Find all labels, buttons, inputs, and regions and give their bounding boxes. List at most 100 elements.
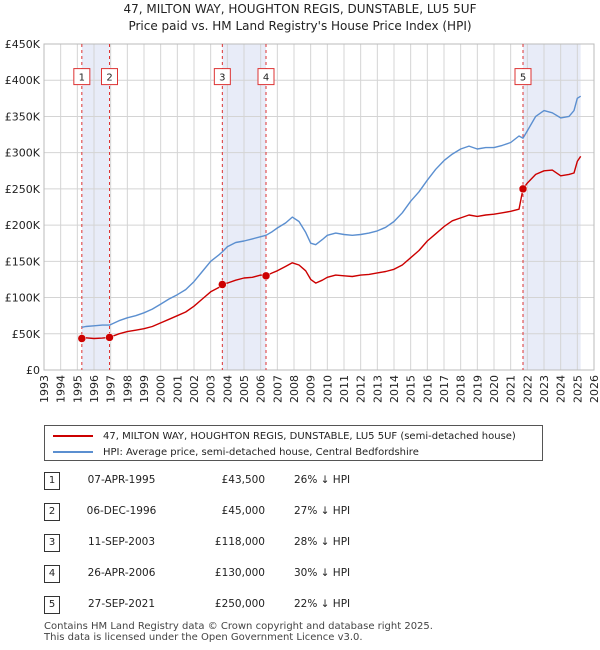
row-price: £118,000 xyxy=(214,536,265,548)
y-tick-label: £250K xyxy=(5,183,41,196)
shaded-ownership-period xyxy=(81,44,110,370)
plot-border xyxy=(43,43,595,371)
y-tick-label: £150K xyxy=(5,255,41,268)
row-number-badge: 5 xyxy=(44,596,60,614)
legend-label-property: 47, MILTON WAY, HOUGHTON REGIS, DUNSTABL… xyxy=(103,430,516,442)
table-row: 1 07-APR-1995 £43,500 26% ↓ HPI xyxy=(44,472,404,490)
chart-title: 47, MILTON WAY, HOUGHTON REGIS, DUNSTABL… xyxy=(123,2,477,16)
table-row: 2 06-DEC-1996 £45,000 27% ↓ HPI xyxy=(44,503,404,521)
row-hpi-diff: 26% ↓ HPI xyxy=(294,474,351,486)
x-tick-label: 2025 xyxy=(571,375,584,403)
y-tick-label: £50K xyxy=(12,328,41,341)
sale-number-label: 3 xyxy=(219,73,225,84)
x-tick-label: 2013 xyxy=(371,375,384,403)
sale-number-label: 1 xyxy=(79,73,85,84)
row-hpi-diff: 28% ↓ HPI xyxy=(294,536,351,548)
x-tick-label: 2026 xyxy=(588,375,600,403)
sale-number-box xyxy=(101,68,118,86)
legend-swatch-hpi xyxy=(53,451,93,453)
x-tick-label: 2024 xyxy=(555,375,568,403)
row-date: 11-SEP-2003 xyxy=(87,536,156,548)
sale-number-box xyxy=(213,68,231,86)
price-chart: £0 £50K £100K £150K £200K £250K £300K £350K £400… xyxy=(5,38,600,403)
table-row: 4 26-APR-2006 £130,000 30% ↓ HPI xyxy=(44,565,404,583)
x-tick-label: 2009 xyxy=(305,375,318,403)
sale-number-box xyxy=(514,68,532,86)
footer-copyright: Contains HM Land Registry data © Crown c… xyxy=(44,621,433,632)
x-tick-label: 2006 xyxy=(255,375,268,403)
y-tick-label: £350K xyxy=(5,110,41,123)
x-tick-label: 2012 xyxy=(355,375,368,403)
x-tick-label: 1995 xyxy=(71,375,84,403)
y-tick-label: £100K xyxy=(5,292,41,305)
row-hpi-diff: 27% ↓ HPI xyxy=(294,505,351,517)
x-tick-label: 2000 xyxy=(155,375,168,403)
y-tick-label: £400K xyxy=(5,74,41,87)
legend-item-property: 47, MILTON WAY, HOUGHTON REGIS, DUNSTABL… xyxy=(53,428,516,444)
table-row: 3 11-SEP-2003 £118,000 28% ↓ HPI xyxy=(44,534,404,552)
x-tick-label: 1994 xyxy=(55,375,68,403)
row-number-badge: 2 xyxy=(44,503,60,521)
legend-swatch-property xyxy=(53,435,93,437)
row-number-badge: 1 xyxy=(44,472,60,490)
row-date: 06-DEC-1996 xyxy=(86,505,157,517)
x-tick-label: 2007 xyxy=(271,375,284,403)
sale-point xyxy=(518,184,528,194)
x-tick-label: 2018 xyxy=(455,375,468,403)
x-tick-label: 2023 xyxy=(538,375,551,403)
row-hpi-diff: 30% ↓ HPI xyxy=(294,567,351,579)
row-price: £250,000 xyxy=(214,598,265,610)
sale-number-label: 5 xyxy=(520,73,526,84)
row-hpi-diff: 22% ↓ HPI xyxy=(294,598,351,610)
row-number-badge: 4 xyxy=(44,565,60,583)
footer-licence: This data is licensed under the Open Gov… xyxy=(44,632,363,643)
row-date: 07-APR-1995 xyxy=(87,474,156,486)
x-tick-label: 2021 xyxy=(505,375,518,403)
x-tick-label: 2011 xyxy=(338,375,351,403)
sale-number-label: 2 xyxy=(106,73,112,84)
legend-label-hpi: HPI: Average price, semi-detached house,… xyxy=(103,446,419,458)
sale-point xyxy=(218,280,227,289)
x-tick-label: 2016 xyxy=(421,375,434,403)
x-tick-label: 2022 xyxy=(521,375,534,403)
shaded-ownership-period xyxy=(523,44,581,370)
sale-point xyxy=(261,271,271,281)
x-tick-label: 2004 xyxy=(221,375,234,403)
y-tick-label: £450K xyxy=(5,38,41,51)
row-price: £43,500 xyxy=(221,474,265,486)
y-tick-label: £0 xyxy=(26,364,40,377)
row-number-badge: 3 xyxy=(44,534,60,552)
chart-legend: 47, MILTON WAY, HOUGHTON REGIS, DUNSTABL… xyxy=(44,425,543,461)
y-tick-label: £300K xyxy=(5,147,41,160)
x-tick-label: 2015 xyxy=(405,375,418,403)
footer: Contains HM Land Registry data © Crown c… xyxy=(44,621,433,643)
x-tick-label: 1993 xyxy=(38,375,51,403)
sale-point xyxy=(105,333,114,342)
sale-number-box xyxy=(257,68,275,86)
x-tick-label: 2010 xyxy=(321,375,334,403)
x-tick-label: 2008 xyxy=(288,375,301,403)
x-tick-label: 2005 xyxy=(238,375,251,403)
table-row: 5 27-SEP-2021 £250,000 22% ↓ HPI xyxy=(44,596,404,614)
x-tick-label: 2020 xyxy=(488,375,501,403)
x-tick-label: 1998 xyxy=(121,375,134,403)
hpi-line xyxy=(81,95,582,328)
x-tick-label: 2003 xyxy=(205,375,218,403)
sale-number-label: 4 xyxy=(263,73,269,84)
x-tick-label: 1996 xyxy=(88,375,101,403)
legend-item-hpi: HPI: Average price, semi-detached house,… xyxy=(53,444,419,460)
x-tick-label: 1999 xyxy=(138,375,151,403)
x-tick-label: 2001 xyxy=(171,375,184,403)
x-tick-label: 2019 xyxy=(471,375,484,403)
y-tick-label: £200K xyxy=(5,219,41,232)
row-price: £45,000 xyxy=(221,505,265,517)
x-tick-label: 1997 xyxy=(105,375,118,403)
chart-subtitle: Price paid vs. HM Land Registry's House … xyxy=(128,19,472,33)
row-date: 27-SEP-2021 xyxy=(87,598,156,610)
x-tick-label: 2002 xyxy=(188,375,201,403)
property-price-line xyxy=(81,155,582,340)
row-price: £130,000 xyxy=(214,567,265,579)
x-tick-label: 2017 xyxy=(438,375,451,403)
x-tick-label: 2014 xyxy=(388,375,401,403)
row-date: 26-APR-2006 xyxy=(87,567,156,579)
